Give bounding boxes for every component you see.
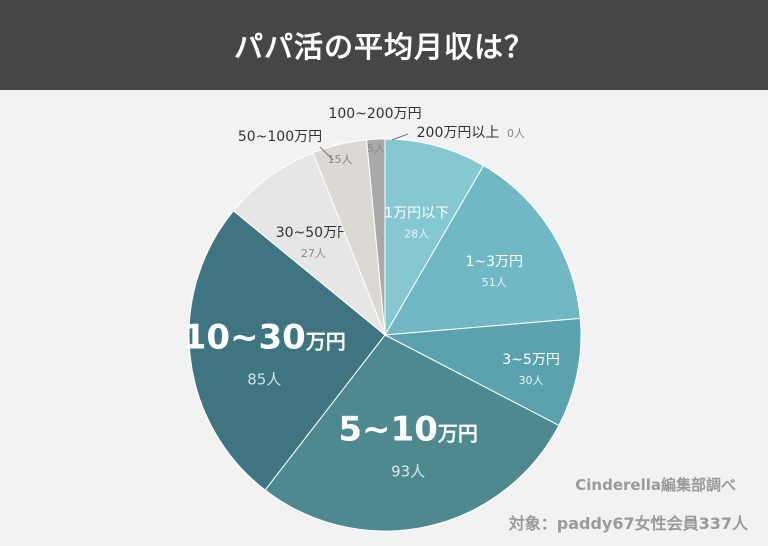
- leader-line: [391, 133, 409, 141]
- pie-slice: [232, 152, 387, 337]
- slice-label: 50~100万円: [238, 129, 322, 145]
- pie-slice: [366, 138, 386, 336]
- slice-count: 5人: [367, 142, 385, 155]
- slice-label: 1万円以下: [384, 206, 449, 222]
- slice-count: 28人: [404, 228, 429, 241]
- slice-count: 0人: [507, 127, 525, 140]
- credit-source: Cinderella編集部調べ: [575, 476, 736, 494]
- leader-line: [319, 146, 334, 161]
- slice-label: 200万円以上: [417, 125, 500, 141]
- pie-slice: [384, 164, 581, 336]
- chart-title: パパ活の平均月収は？: [233, 30, 534, 64]
- pie-slice: [383, 317, 582, 427]
- credit-target: 対象：paddy67女性会員337人: [508, 514, 748, 533]
- slice-label: 100~200万円: [328, 106, 421, 122]
- title-bar: パパ活の平均月収は？: [0, 0, 768, 90]
- pie-slice: [188, 210, 386, 491]
- slice-count: 30人: [519, 374, 544, 387]
- pie-slice: [384, 138, 485, 337]
- slice-count: 93人: [391, 462, 425, 480]
- slice-count: 51人: [482, 276, 507, 289]
- slice-count: 27人: [301, 247, 326, 260]
- slice-label: 10~30万円: [183, 318, 346, 358]
- slice-label: 1~3万円: [466, 254, 524, 270]
- slice-label: 5~10万円: [338, 409, 477, 449]
- slice-count: 15人: [328, 153, 353, 166]
- slice-label: 3~5万円: [502, 352, 560, 368]
- pie-slice: [264, 334, 560, 532]
- slice-label: 30~50万円: [276, 225, 351, 241]
- slice-count: 85人: [247, 371, 281, 389]
